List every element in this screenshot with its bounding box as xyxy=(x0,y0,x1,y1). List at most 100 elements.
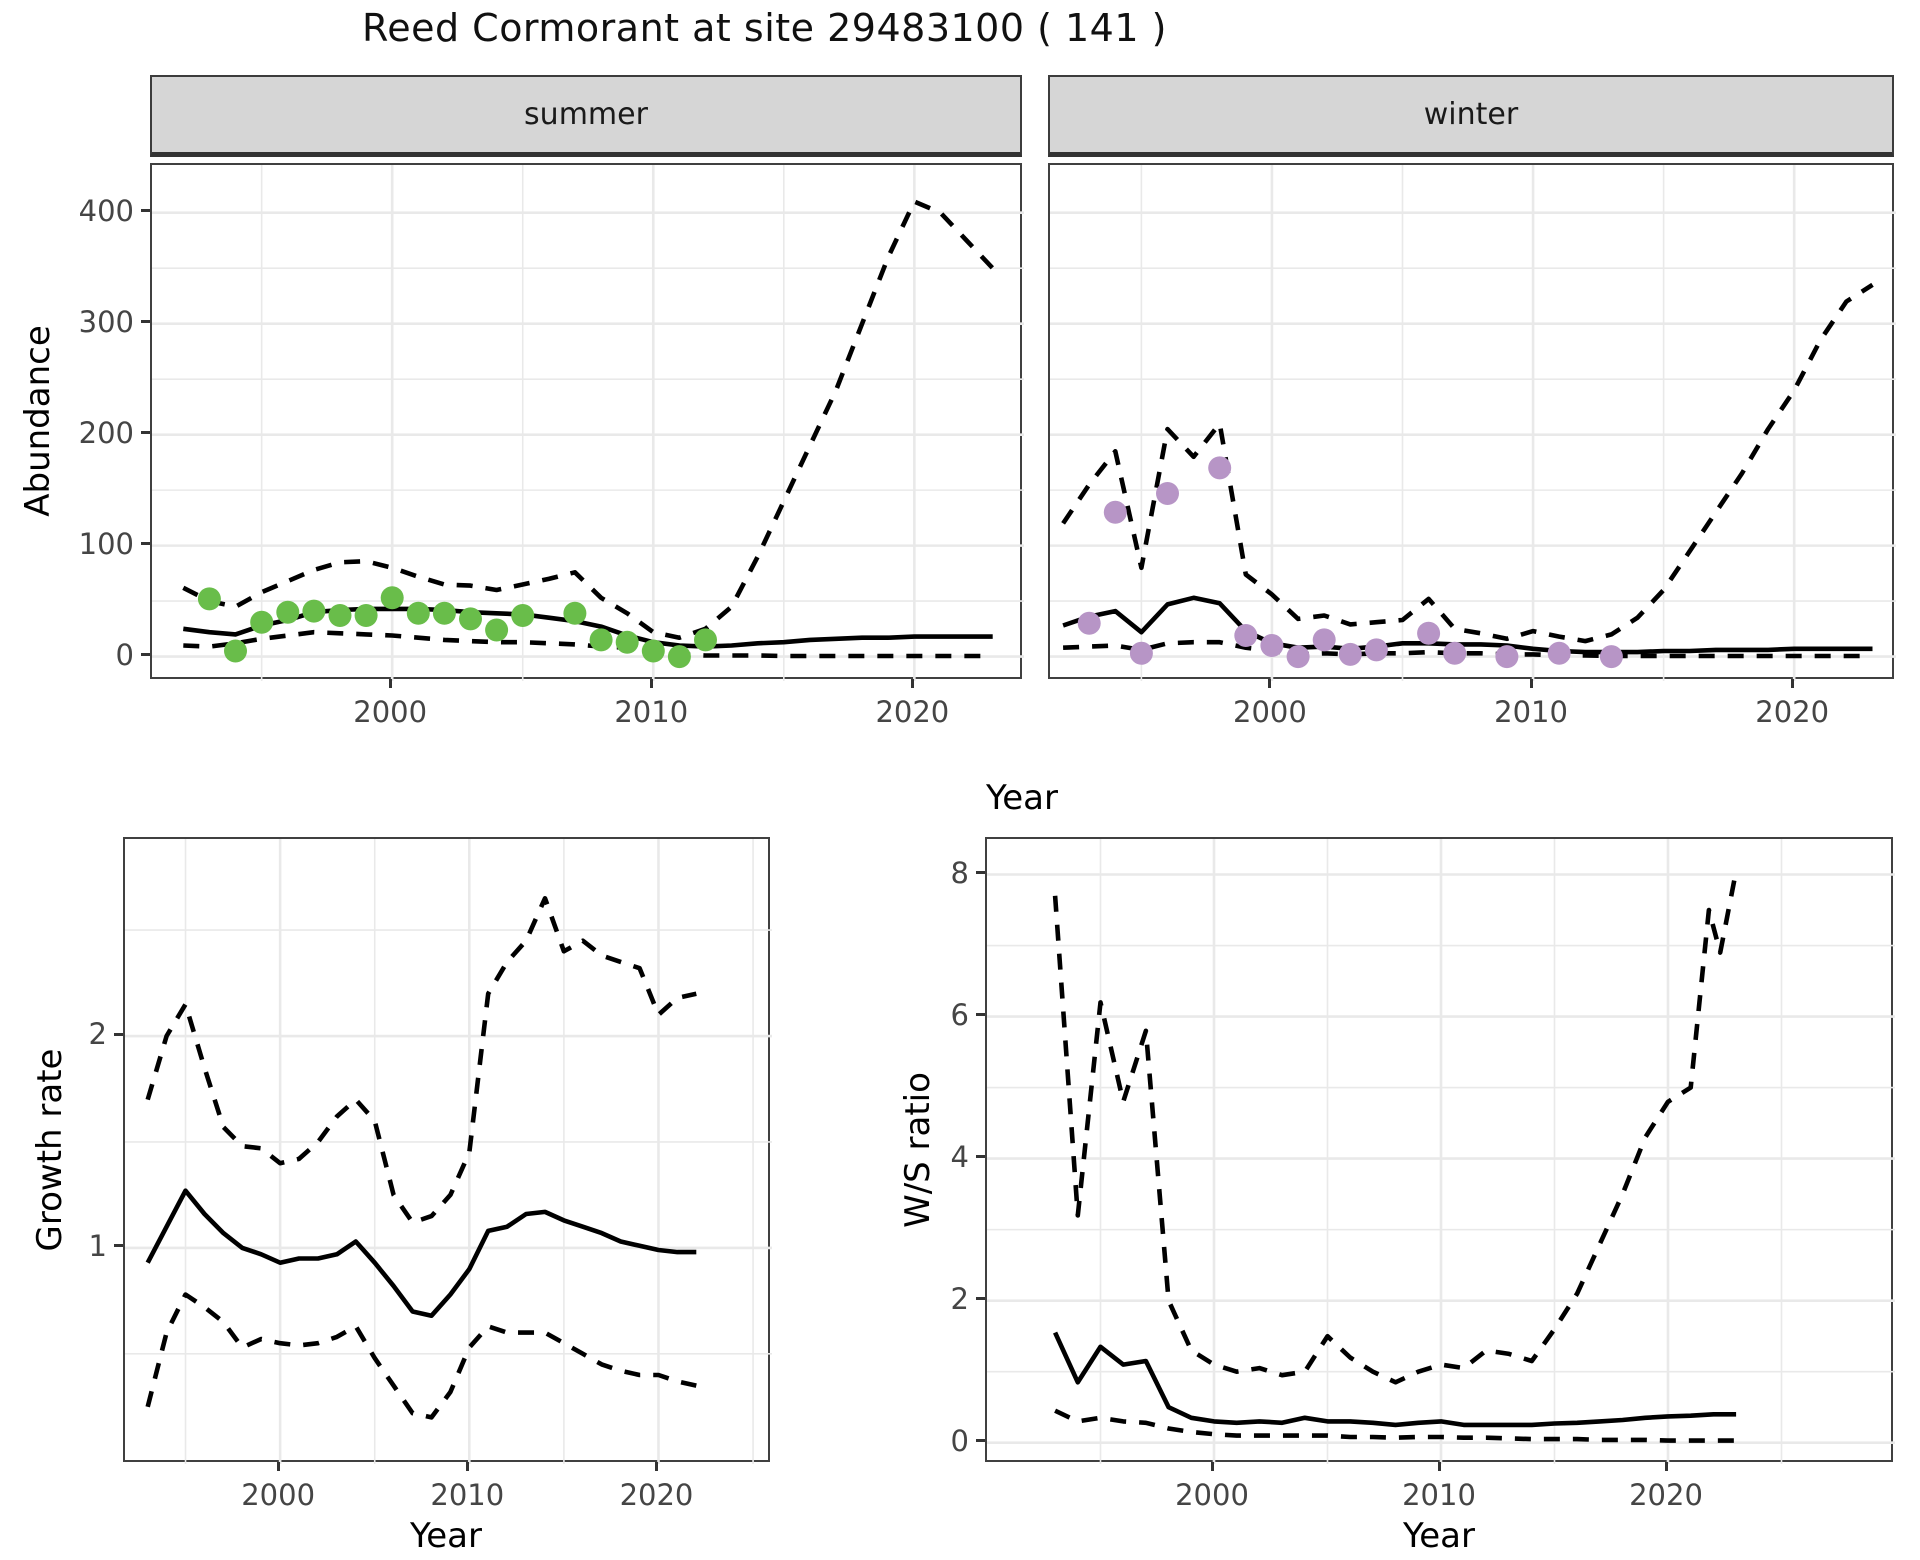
abundance-axis-title: Abundance xyxy=(18,325,58,517)
ws-ratio-ci-lower-line xyxy=(1054,1408,1737,1443)
x-tick-label: 2020 xyxy=(875,695,950,729)
facet-strip-summer-label: summer xyxy=(524,97,648,132)
y-tick-mark xyxy=(976,1297,985,1301)
y-tick-mark xyxy=(141,542,150,546)
y-tick-mark xyxy=(976,871,985,874)
facet-strip-summer: summer xyxy=(150,75,1022,157)
summer-abundance-observed-point xyxy=(406,601,430,625)
winter-abundance-observed-point xyxy=(1103,500,1127,524)
growth-rate-panel xyxy=(123,837,772,1464)
y-tick-mark xyxy=(976,1013,985,1017)
summer-abundance-observed-point xyxy=(667,645,691,669)
y-tick-label: 2 xyxy=(950,1281,969,1316)
y-tick-label: 6 xyxy=(950,997,969,1032)
winter-abundance-observed-point xyxy=(1129,641,1153,665)
growth-rate-ci-lower-line xyxy=(145,1292,697,1420)
ws-ratio-panel xyxy=(985,837,1895,1464)
summer-abundance-observed-point xyxy=(589,628,613,652)
winter-abundance-observed-point xyxy=(1286,645,1310,669)
summer-abundance-observed-point xyxy=(511,604,535,627)
y-tick-label: 1 xyxy=(88,1228,107,1263)
x-tick-mark xyxy=(1210,1462,1214,1471)
y-tick-label: 200 xyxy=(78,415,134,450)
summer-abundance-observed-point xyxy=(302,599,326,623)
x-tick-mark xyxy=(1437,1462,1441,1471)
winter-abundance-ci-upper-line xyxy=(1061,282,1874,644)
y-tick-mark xyxy=(141,209,150,213)
x-tick-label: 2000 xyxy=(1233,695,1307,729)
y-tick-label: 8 xyxy=(950,855,969,890)
growth-rate-ci-upper-line xyxy=(145,895,697,1225)
x-tick-mark xyxy=(1529,679,1533,688)
ws-ratio-median-line xyxy=(1053,1331,1737,1428)
ws-ratio-plot-area xyxy=(987,839,1895,1464)
winter-abundance-observed-point xyxy=(1077,611,1101,635)
x-tick-mark xyxy=(1664,1462,1668,1471)
winter-abundance-ci-lower-line xyxy=(1063,639,1873,659)
x-tick-mark xyxy=(910,679,914,688)
winter-abundance-plot-area xyxy=(1050,165,1896,681)
summer-abundance-plot-area xyxy=(152,165,1024,681)
y-tick-label: 2 xyxy=(88,1017,107,1052)
x-tick-label: 2010 xyxy=(614,695,689,729)
facet-strip-winter: winter xyxy=(1048,75,1894,157)
ws-ratio-ci-upper-line xyxy=(1052,870,1739,1385)
summer-abundance-ci-upper-line xyxy=(182,199,995,641)
winter-abundance-observed-point xyxy=(1599,645,1623,669)
x-tick-label: 2020 xyxy=(1629,1478,1703,1512)
y-tick-mark xyxy=(976,1439,985,1443)
x-tick-mark xyxy=(1268,679,1272,688)
growth-rate-median-line xyxy=(145,1188,697,1319)
x-tick-label: 2010 xyxy=(1494,695,1568,729)
winter-abundance-observed-point xyxy=(1547,641,1571,665)
winter-abundance-observed-point xyxy=(1208,456,1232,480)
summer-abundance-observed-point xyxy=(432,601,456,625)
winter-abundance-observed-point xyxy=(1495,645,1519,669)
x-tick-label: 2000 xyxy=(353,695,428,729)
x-tick-label: 2000 xyxy=(241,1478,316,1512)
y-tick-label: 400 xyxy=(78,193,134,228)
year-axis-title-top: Year xyxy=(986,778,1058,818)
x-tick-label: 2020 xyxy=(619,1478,694,1512)
x-tick-mark xyxy=(276,1462,280,1471)
summer-abundance-observed-point xyxy=(641,639,665,663)
winter-abundance-observed-point xyxy=(1312,628,1336,652)
winter-abundance-observed-point xyxy=(1260,634,1284,657)
summer-abundance-observed-point xyxy=(276,600,300,624)
summer-abundance-observed-point xyxy=(197,587,221,611)
y-tick-mark xyxy=(976,1155,985,1159)
summer-abundance-observed-point xyxy=(250,610,274,634)
winter-abundance-observed-point xyxy=(1364,638,1388,662)
y-tick-mark xyxy=(141,320,150,324)
year-axis-title-bottom-left: Year xyxy=(410,1516,482,1556)
y-tick-mark xyxy=(114,1032,123,1036)
summer-abundance-observed-point xyxy=(694,628,717,652)
winter-abundance-observed-point xyxy=(1417,621,1441,645)
ws-ratio-axis-title: W/S ratio xyxy=(898,1072,938,1228)
x-tick-label: 2000 xyxy=(1175,1478,1249,1512)
y-tick-label: 0 xyxy=(950,1423,969,1458)
y-tick-label: 100 xyxy=(78,526,134,561)
summer-abundance-ci-lower-line xyxy=(183,629,993,659)
summer-abundance-observed-point xyxy=(328,604,352,627)
y-tick-label: 0 xyxy=(115,637,134,672)
winter-abundance-observed-point xyxy=(1338,642,1362,666)
growth-rate-plot-area xyxy=(125,839,772,1464)
summer-abundance-observed-point xyxy=(224,639,247,663)
y-tick-label: 4 xyxy=(950,1139,969,1174)
y-tick-mark xyxy=(141,431,150,435)
year-axis-title-bottom-right: Year xyxy=(1403,1516,1475,1556)
winter-abundance-observed-point xyxy=(1443,641,1467,665)
chart-title: Reed Cormorant at site 29483100 ( 141 ) xyxy=(362,6,1167,50)
summer-abundance-observed-point xyxy=(485,618,509,642)
y-tick-mark xyxy=(114,1244,123,1248)
winter-abundance-fit-median-line xyxy=(1062,595,1873,655)
summer-abundance-panel xyxy=(150,163,1024,681)
summer-abundance-observed-point xyxy=(563,601,587,625)
x-tick-mark xyxy=(1790,679,1794,688)
x-tick-mark xyxy=(654,1462,658,1471)
summer-abundance-observed-point xyxy=(354,604,378,627)
x-tick-mark xyxy=(465,1462,469,1471)
x-tick-mark xyxy=(388,679,392,688)
